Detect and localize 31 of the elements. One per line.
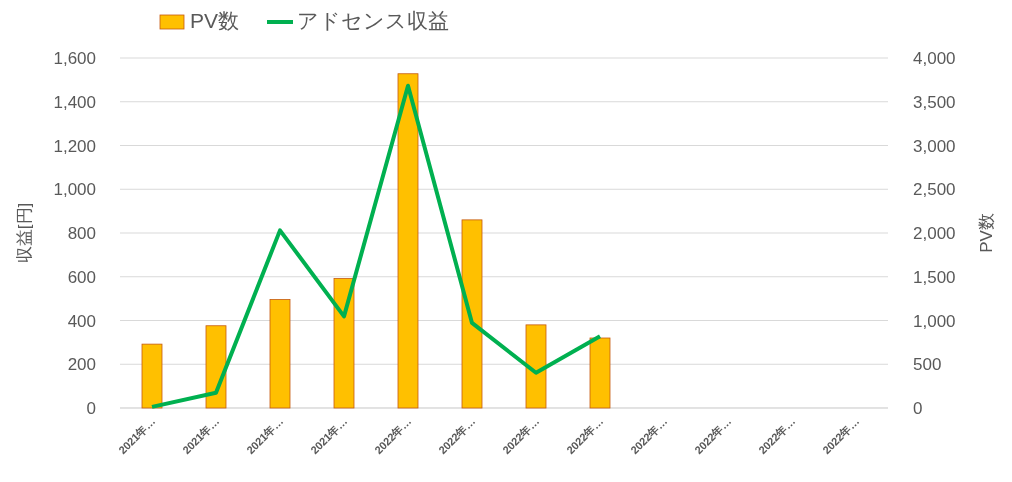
bar xyxy=(589,337,611,409)
bar xyxy=(461,219,483,409)
line-series xyxy=(150,83,602,409)
bar xyxy=(205,325,227,409)
y-tick-label: 0 xyxy=(86,399,96,418)
y2-tick-label: 1,000 xyxy=(913,311,956,331)
y-tick-label: 1,600 xyxy=(53,49,96,68)
bar xyxy=(333,278,355,409)
y2-tick-label: 0 xyxy=(913,399,923,418)
y2-tick-label: 2,000 xyxy=(913,224,956,243)
bar xyxy=(141,343,163,409)
y2-tick-label: 4,000 xyxy=(913,49,956,68)
bar xyxy=(525,324,547,409)
y-axis-title: 収益[円] xyxy=(15,202,34,264)
y-tick-label: 800 xyxy=(67,224,96,243)
y-tick-label: 600 xyxy=(67,267,96,287)
y-tick-label: 200 xyxy=(67,355,96,375)
y-tick-label: 1,400 xyxy=(53,92,96,112)
y-tick-label: 1,000 xyxy=(53,180,96,200)
y-tick-label: 400 xyxy=(67,311,96,331)
y2-tick-label: 1,500 xyxy=(913,267,956,287)
y2-tick-label: 2,500 xyxy=(913,180,956,200)
bar xyxy=(269,299,291,409)
y2-axis-title: PV数 xyxy=(977,213,996,253)
legend-label: アドセンス収益 xyxy=(297,9,450,32)
y2-tick-label: 3,000 xyxy=(913,136,956,156)
bar xyxy=(397,73,419,409)
y-tick-label: 1,200 xyxy=(53,136,96,156)
legend-label: PV数 xyxy=(190,9,240,32)
y2-tick-label: 3,500 xyxy=(913,92,956,112)
y2-tick-label: 500 xyxy=(913,355,942,375)
